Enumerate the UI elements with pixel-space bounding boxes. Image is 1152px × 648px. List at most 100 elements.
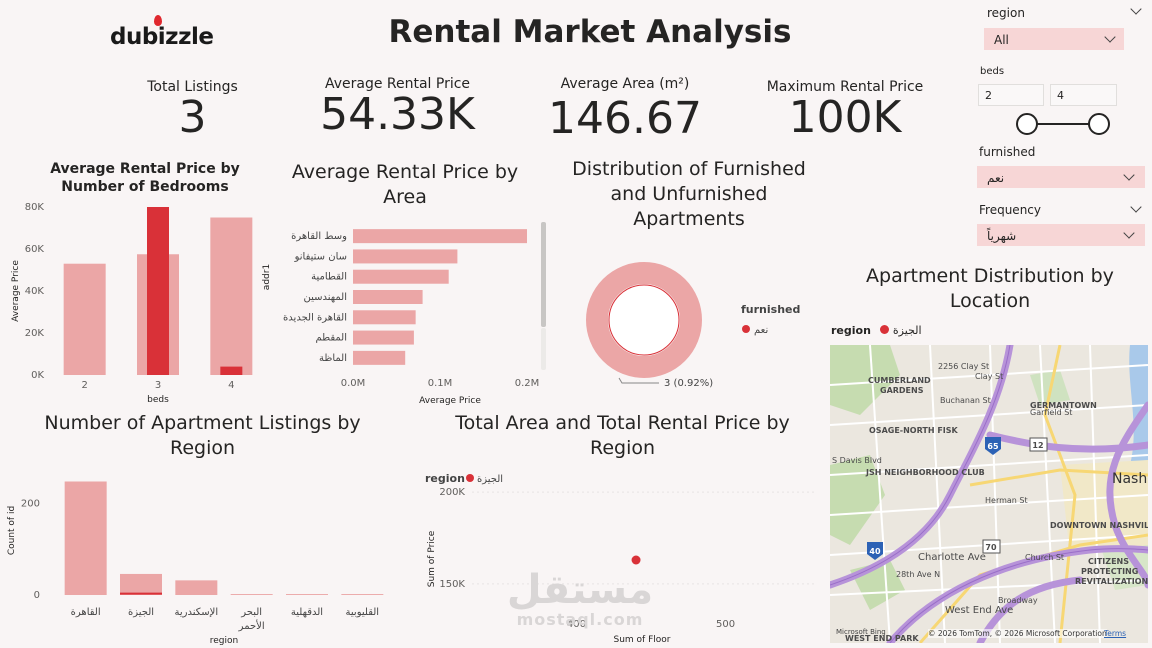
title-line: Area	[383, 186, 427, 208]
chevron-down-icon	[1104, 31, 1116, 43]
frequency-dropdown-value: شهرياً	[987, 229, 1017, 243]
bar	[230, 594, 273, 595]
kpi-label: Total Listings	[147, 79, 238, 95]
y-tick-label: 0K	[31, 370, 44, 381]
map-label: S Davis Blvd	[832, 456, 882, 465]
y-tick-label: وسط القاهرة	[291, 231, 347, 242]
highlight-bar	[120, 592, 162, 595]
region-count-chart-title: Number of Apartment Listings by Region	[10, 411, 395, 461]
map-label: REVITALIZATION	[1075, 577, 1148, 586]
legend-dot-icon	[466, 474, 474, 482]
legend-dot-icon	[742, 325, 750, 333]
kpi-value: 146.67	[548, 93, 702, 144]
x-tick-label: 2	[81, 380, 87, 391]
x-tick-label: 400	[567, 619, 586, 630]
map-canvas[interactable]: 65 12 40 70 CUMBERLAND GARDENS 2256 Clay…	[830, 345, 1148, 643]
title-line: Average Rental Price by	[50, 161, 240, 177]
flame-icon	[154, 15, 162, 26]
x-axis-title: region	[210, 636, 238, 646]
legend-title: furnished	[741, 303, 800, 316]
bar	[353, 350, 406, 365]
beds-chart-title: Average Rental Price by Number of Bedroo…	[20, 160, 270, 196]
map-label: CUMBERLAND	[868, 376, 931, 385]
region-dropdown-value: All	[994, 33, 1009, 47]
beds-slider-min-handle[interactable]	[1016, 113, 1038, 135]
beds-slider-max-handle[interactable]	[1088, 113, 1110, 135]
donut-slice	[586, 262, 702, 378]
y-tick-label: 150K	[439, 579, 465, 590]
beds-max-input[interactable]: 4	[1050, 84, 1117, 106]
x-tick-label: 0.2M	[515, 378, 540, 389]
bar	[63, 263, 106, 375]
kpi-average-rental-price: Average Rental Price 54.33K	[300, 76, 495, 138]
map-label: WEST END PARK	[845, 634, 919, 643]
map-label: GERMANTOWN	[1030, 401, 1097, 410]
page-title: Rental Market Analysis	[388, 14, 792, 50]
bar	[341, 594, 384, 595]
map-label: West End Ave	[945, 605, 1013, 616]
title-line: Region	[169, 437, 236, 459]
map-title: Apartment Distribution by Location	[840, 264, 1140, 314]
x-tick-label: 500	[716, 619, 735, 630]
map-label: 2256 Clay St	[938, 362, 989, 371]
furnished-slicer: furnished نعم	[970, 140, 1148, 192]
legend-item: نعم	[754, 325, 768, 336]
y-tick-label: 0	[34, 590, 40, 601]
map-label: Garfield St	[1030, 408, 1072, 417]
y-tick-label: 200K	[439, 487, 465, 498]
beds-bar-chart: 0K 20K 40K 60K 80K 2 3 4 beds Average Price	[11, 202, 253, 405]
map-legend: region الجيزة	[831, 324, 1131, 337]
chevron-down-icon[interactable]	[1130, 3, 1142, 15]
kpi-maximum-rental-price: Maximum Rental Price 100K	[755, 79, 935, 141]
bar	[353, 290, 423, 304]
bar	[120, 573, 162, 595]
kpi-total-listings: Total Listings 3	[120, 79, 265, 141]
map-legend-title: region	[831, 324, 871, 337]
y-tick-label: 80K	[25, 202, 45, 213]
title-line: Total Area and Total Rental Price by	[455, 412, 790, 434]
watermark-arabic: مستقل	[506, 567, 654, 613]
furnished-dropdown[interactable]: نعم	[977, 166, 1145, 188]
area-price-scatter-chart: region الجيزة 150K 200K 400 500 Sum of Floor Su…	[425, 472, 815, 645]
location-map[interactable]: 65 12 40 70 CUMBERLAND GARDENS 2256 Clay…	[830, 345, 1148, 643]
map-copyright: © 2026 TomTom, © 2026 Microsoft Corporat…	[928, 629, 1107, 638]
beds-slicer: beds 2 4	[978, 62, 1148, 140]
highlight-bar	[220, 366, 243, 375]
frequency-dropdown[interactable]: شهرياً	[977, 224, 1145, 246]
furnished-donut-chart: 3 (0.92%) furnished نعم	[586, 262, 800, 389]
frequency-slicer-label: Frequency	[979, 203, 1041, 217]
map-label: DOWNTOWN NASHVIL	[1050, 521, 1148, 530]
y-tick-label: المقطم	[315, 333, 347, 344]
chevron-down-icon[interactable]	[1130, 201, 1142, 213]
map-legend-item: الجيزة	[892, 324, 922, 337]
map-label: Herman St	[985, 496, 1028, 505]
x-axis-title: beds	[147, 395, 169, 405]
furnished-slicer-label: furnished	[979, 145, 1036, 159]
x-tick-label: الأحمر	[238, 619, 265, 632]
map-label: PROTECTING	[1081, 567, 1138, 576]
region-dropdown[interactable]: All	[984, 28, 1124, 50]
bar	[353, 249, 458, 264]
title-line: Apartment Distribution by	[866, 265, 1114, 287]
title-line: Number of Bedrooms	[61, 179, 229, 195]
beds-slicer-label: beds	[980, 66, 1005, 77]
title-line: Apartments	[633, 208, 745, 230]
x-tick-label: 0.1M	[428, 378, 453, 389]
beds-min-input[interactable]: 2	[978, 84, 1044, 106]
scatter-point	[631, 555, 641, 565]
kpi-value: 54.33K	[320, 89, 475, 140]
kpi-label: Average Rental Price	[324, 76, 471, 92]
map-label: Clay St	[975, 372, 1003, 381]
title-line: Average Rental Price by	[291, 161, 519, 183]
x-tick-label: الجيزة	[128, 607, 154, 618]
map-label: Buchanan St	[940, 396, 991, 405]
bar	[353, 330, 414, 345]
title-line: Distribution of Furnished	[572, 158, 806, 180]
map-label: JSH NEIGHBORHOOD CLUB	[865, 468, 985, 477]
region-slicer-label: region	[987, 6, 1025, 20]
bar	[353, 310, 416, 325]
map-label: OSAGE-NORTH FISK	[869, 426, 959, 435]
bar	[64, 481, 107, 595]
bar	[175, 580, 218, 595]
map-terms-link[interactable]: Terms	[1104, 629, 1127, 638]
